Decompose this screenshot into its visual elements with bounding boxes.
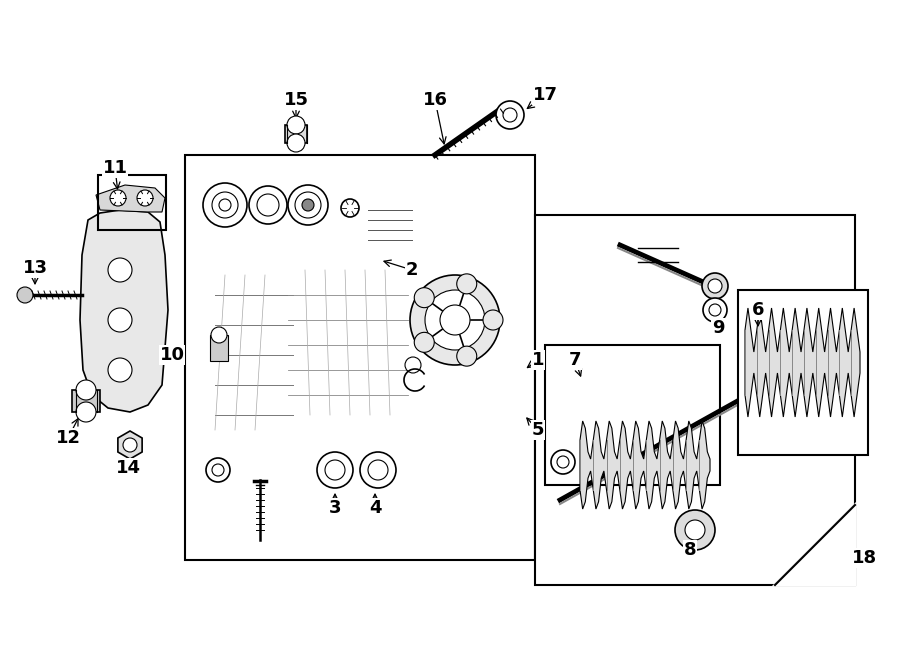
Text: 6: 6 xyxy=(752,301,764,319)
Polygon shape xyxy=(745,308,860,417)
Text: 17: 17 xyxy=(533,86,557,104)
Circle shape xyxy=(287,116,305,134)
Circle shape xyxy=(137,190,153,206)
Circle shape xyxy=(108,358,132,382)
Polygon shape xyxy=(362,200,418,252)
Circle shape xyxy=(425,290,485,350)
Circle shape xyxy=(405,357,421,373)
Text: 11: 11 xyxy=(103,159,128,177)
Text: 4: 4 xyxy=(369,499,382,517)
Polygon shape xyxy=(775,505,855,585)
Circle shape xyxy=(456,346,477,366)
Text: 2: 2 xyxy=(406,261,419,279)
Bar xyxy=(210,335,228,361)
Text: 18: 18 xyxy=(852,549,878,567)
Circle shape xyxy=(410,275,500,365)
Bar xyxy=(185,155,535,560)
Bar xyxy=(535,215,855,585)
Circle shape xyxy=(456,274,477,294)
Bar xyxy=(545,345,720,485)
Text: 3: 3 xyxy=(328,499,341,517)
Polygon shape xyxy=(96,185,165,212)
Circle shape xyxy=(702,273,728,299)
Circle shape xyxy=(206,458,230,482)
Circle shape xyxy=(685,520,705,540)
Circle shape xyxy=(249,186,287,224)
Text: 14: 14 xyxy=(115,459,140,477)
Circle shape xyxy=(414,288,435,307)
Circle shape xyxy=(675,510,715,550)
Circle shape xyxy=(76,402,96,422)
Circle shape xyxy=(368,460,388,480)
Polygon shape xyxy=(580,421,710,509)
Circle shape xyxy=(325,460,345,480)
Circle shape xyxy=(703,298,727,322)
Circle shape xyxy=(440,305,470,335)
Polygon shape xyxy=(80,210,168,412)
Bar xyxy=(738,290,868,455)
Circle shape xyxy=(295,192,321,218)
Polygon shape xyxy=(118,431,142,459)
Circle shape xyxy=(302,199,314,211)
Circle shape xyxy=(496,101,524,129)
Circle shape xyxy=(551,450,575,474)
Polygon shape xyxy=(285,262,412,420)
Circle shape xyxy=(823,558,837,572)
Text: 7: 7 xyxy=(569,351,581,369)
Circle shape xyxy=(219,199,231,211)
Circle shape xyxy=(212,192,238,218)
Circle shape xyxy=(76,380,96,400)
Circle shape xyxy=(483,310,503,330)
Text: 10: 10 xyxy=(159,346,184,364)
Text: 8: 8 xyxy=(684,541,697,559)
Text: 16: 16 xyxy=(422,91,447,109)
Circle shape xyxy=(317,452,353,488)
Circle shape xyxy=(360,452,396,488)
Bar xyxy=(285,125,307,143)
Circle shape xyxy=(17,287,33,303)
Text: 1: 1 xyxy=(532,351,544,369)
Circle shape xyxy=(287,134,305,152)
Circle shape xyxy=(211,327,227,343)
Polygon shape xyxy=(197,260,305,438)
Circle shape xyxy=(212,464,224,476)
Circle shape xyxy=(123,438,137,452)
Text: 12: 12 xyxy=(56,429,80,447)
Text: 9: 9 xyxy=(712,319,724,337)
Text: 13: 13 xyxy=(22,259,48,277)
Circle shape xyxy=(708,279,722,293)
Text: 15: 15 xyxy=(284,91,309,109)
Circle shape xyxy=(815,550,845,580)
Circle shape xyxy=(503,108,517,122)
Circle shape xyxy=(257,194,279,216)
Circle shape xyxy=(108,308,132,332)
Circle shape xyxy=(288,185,328,225)
Bar xyxy=(98,175,166,230)
Circle shape xyxy=(110,190,126,206)
Bar xyxy=(72,390,100,412)
Circle shape xyxy=(341,199,359,217)
Circle shape xyxy=(108,258,132,282)
Polygon shape xyxy=(775,505,855,585)
Text: 5: 5 xyxy=(532,421,544,439)
Circle shape xyxy=(414,332,435,352)
Circle shape xyxy=(203,183,247,227)
Circle shape xyxy=(709,304,721,316)
Circle shape xyxy=(557,456,569,468)
